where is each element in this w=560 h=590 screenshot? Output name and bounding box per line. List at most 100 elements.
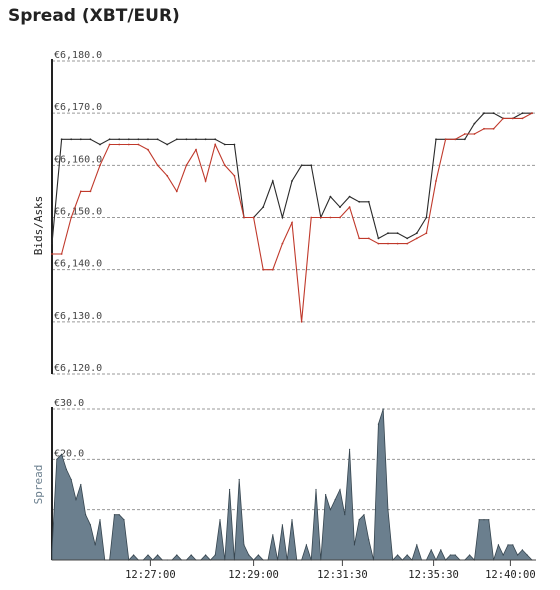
bids-point bbox=[483, 127, 485, 130]
bids-point bbox=[300, 320, 303, 323]
bids-point bbox=[339, 216, 341, 219]
asks-point bbox=[156, 138, 159, 141]
spread-point bbox=[123, 519, 125, 521]
spread-point bbox=[325, 494, 327, 496]
bids-point bbox=[156, 164, 159, 167]
asks-point bbox=[223, 143, 226, 146]
spread-point bbox=[176, 554, 178, 556]
spread-point bbox=[387, 509, 389, 511]
spread-point bbox=[469, 554, 471, 556]
bids-point bbox=[444, 138, 447, 141]
spread-point bbox=[94, 544, 96, 546]
spread-point bbox=[416, 544, 418, 546]
bids-point bbox=[99, 164, 101, 167]
spread-point bbox=[118, 514, 120, 516]
spread-point bbox=[99, 519, 101, 521]
asks-point bbox=[79, 138, 82, 141]
bids-point bbox=[329, 216, 332, 219]
bids-point bbox=[108, 143, 111, 146]
bids-point bbox=[454, 138, 457, 141]
bids-point bbox=[531, 112, 533, 115]
bids-point bbox=[137, 143, 140, 146]
bids-point bbox=[435, 180, 437, 182]
asks-point bbox=[435, 138, 437, 141]
asks-point bbox=[60, 138, 63, 141]
spread-point bbox=[526, 554, 528, 556]
asks-point bbox=[118, 138, 121, 141]
asks-point bbox=[473, 122, 476, 125]
spread-point bbox=[315, 488, 317, 491]
spread-point bbox=[512, 544, 514, 546]
spread-point bbox=[440, 549, 442, 551]
spread-point bbox=[488, 519, 490, 521]
asks-point bbox=[406, 237, 409, 240]
asks-point bbox=[415, 232, 418, 235]
y-axis-label: Spread bbox=[32, 465, 45, 505]
bids-point bbox=[252, 216, 255, 219]
y-tick-label: €6,140.0 bbox=[54, 259, 102, 270]
bids-point bbox=[310, 216, 313, 219]
spread-point bbox=[243, 544, 245, 546]
spread-point bbox=[430, 549, 432, 551]
bids-point bbox=[511, 117, 514, 120]
spread-point bbox=[238, 478, 240, 481]
spread-point bbox=[349, 448, 351, 450]
y-tick-label: €6,170.0 bbox=[54, 102, 102, 113]
y-tick-label: €6,160.0 bbox=[54, 154, 102, 165]
x-tick-label: 12:27:00 bbox=[125, 569, 176, 581]
spread-point bbox=[397, 554, 399, 556]
spread-point bbox=[334, 499, 336, 501]
bids-point bbox=[195, 148, 197, 151]
spread-point bbox=[329, 509, 331, 511]
spread-point bbox=[502, 554, 504, 556]
y-tick-label: €6,120.0 bbox=[54, 363, 102, 374]
asks-point bbox=[233, 143, 236, 146]
asks-point bbox=[166, 143, 169, 146]
x-tick-label: 12:31:30 bbox=[317, 569, 368, 581]
spread-point bbox=[377, 423, 379, 425]
time-axis: 12:27:00 12:29:00 12:31:30 12:35:30 12:40:00 bbox=[125, 560, 536, 581]
spread-point bbox=[133, 554, 135, 556]
spread-point bbox=[51, 549, 53, 551]
asks-point bbox=[147, 138, 149, 141]
asks-point bbox=[70, 138, 73, 141]
bids-point bbox=[348, 206, 351, 209]
spread-point bbox=[229, 488, 231, 491]
spread-point bbox=[248, 554, 250, 556]
spread-point bbox=[157, 554, 159, 556]
asks-point bbox=[492, 112, 495, 115]
bids-point bbox=[175, 190, 178, 193]
bids-point bbox=[358, 237, 361, 240]
spread-point bbox=[517, 554, 519, 556]
spread-point bbox=[80, 483, 82, 486]
x-tick-label: 12:40:00 bbox=[485, 569, 536, 581]
spread-point bbox=[56, 458, 58, 460]
asks-point bbox=[300, 164, 303, 167]
asks-point bbox=[329, 195, 332, 198]
bids-point bbox=[89, 190, 92, 193]
spread-point bbox=[272, 534, 274, 536]
asks-point bbox=[387, 232, 389, 235]
spread-point bbox=[219, 519, 221, 521]
spread-point bbox=[190, 554, 192, 556]
asks-point bbox=[521, 112, 524, 115]
asks-point bbox=[358, 200, 361, 203]
asks-point bbox=[99, 143, 101, 146]
bids-point bbox=[118, 143, 121, 146]
spread-point bbox=[214, 554, 216, 556]
spread-point bbox=[339, 488, 341, 491]
y-tick-label: €6,130.0 bbox=[54, 311, 102, 322]
x-tick-label: 12:29:00 bbox=[228, 569, 279, 581]
bids-point bbox=[51, 253, 53, 255]
bids-point bbox=[367, 237, 370, 240]
asks-point bbox=[425, 216, 428, 219]
bids-point bbox=[425, 232, 428, 235]
bids-point bbox=[166, 174, 169, 177]
asks-point bbox=[339, 206, 341, 209]
bids-point bbox=[147, 148, 149, 151]
asks-point bbox=[291, 180, 293, 182]
asks-point bbox=[483, 112, 485, 115]
asks-point bbox=[348, 195, 351, 198]
asks-point bbox=[377, 237, 380, 240]
